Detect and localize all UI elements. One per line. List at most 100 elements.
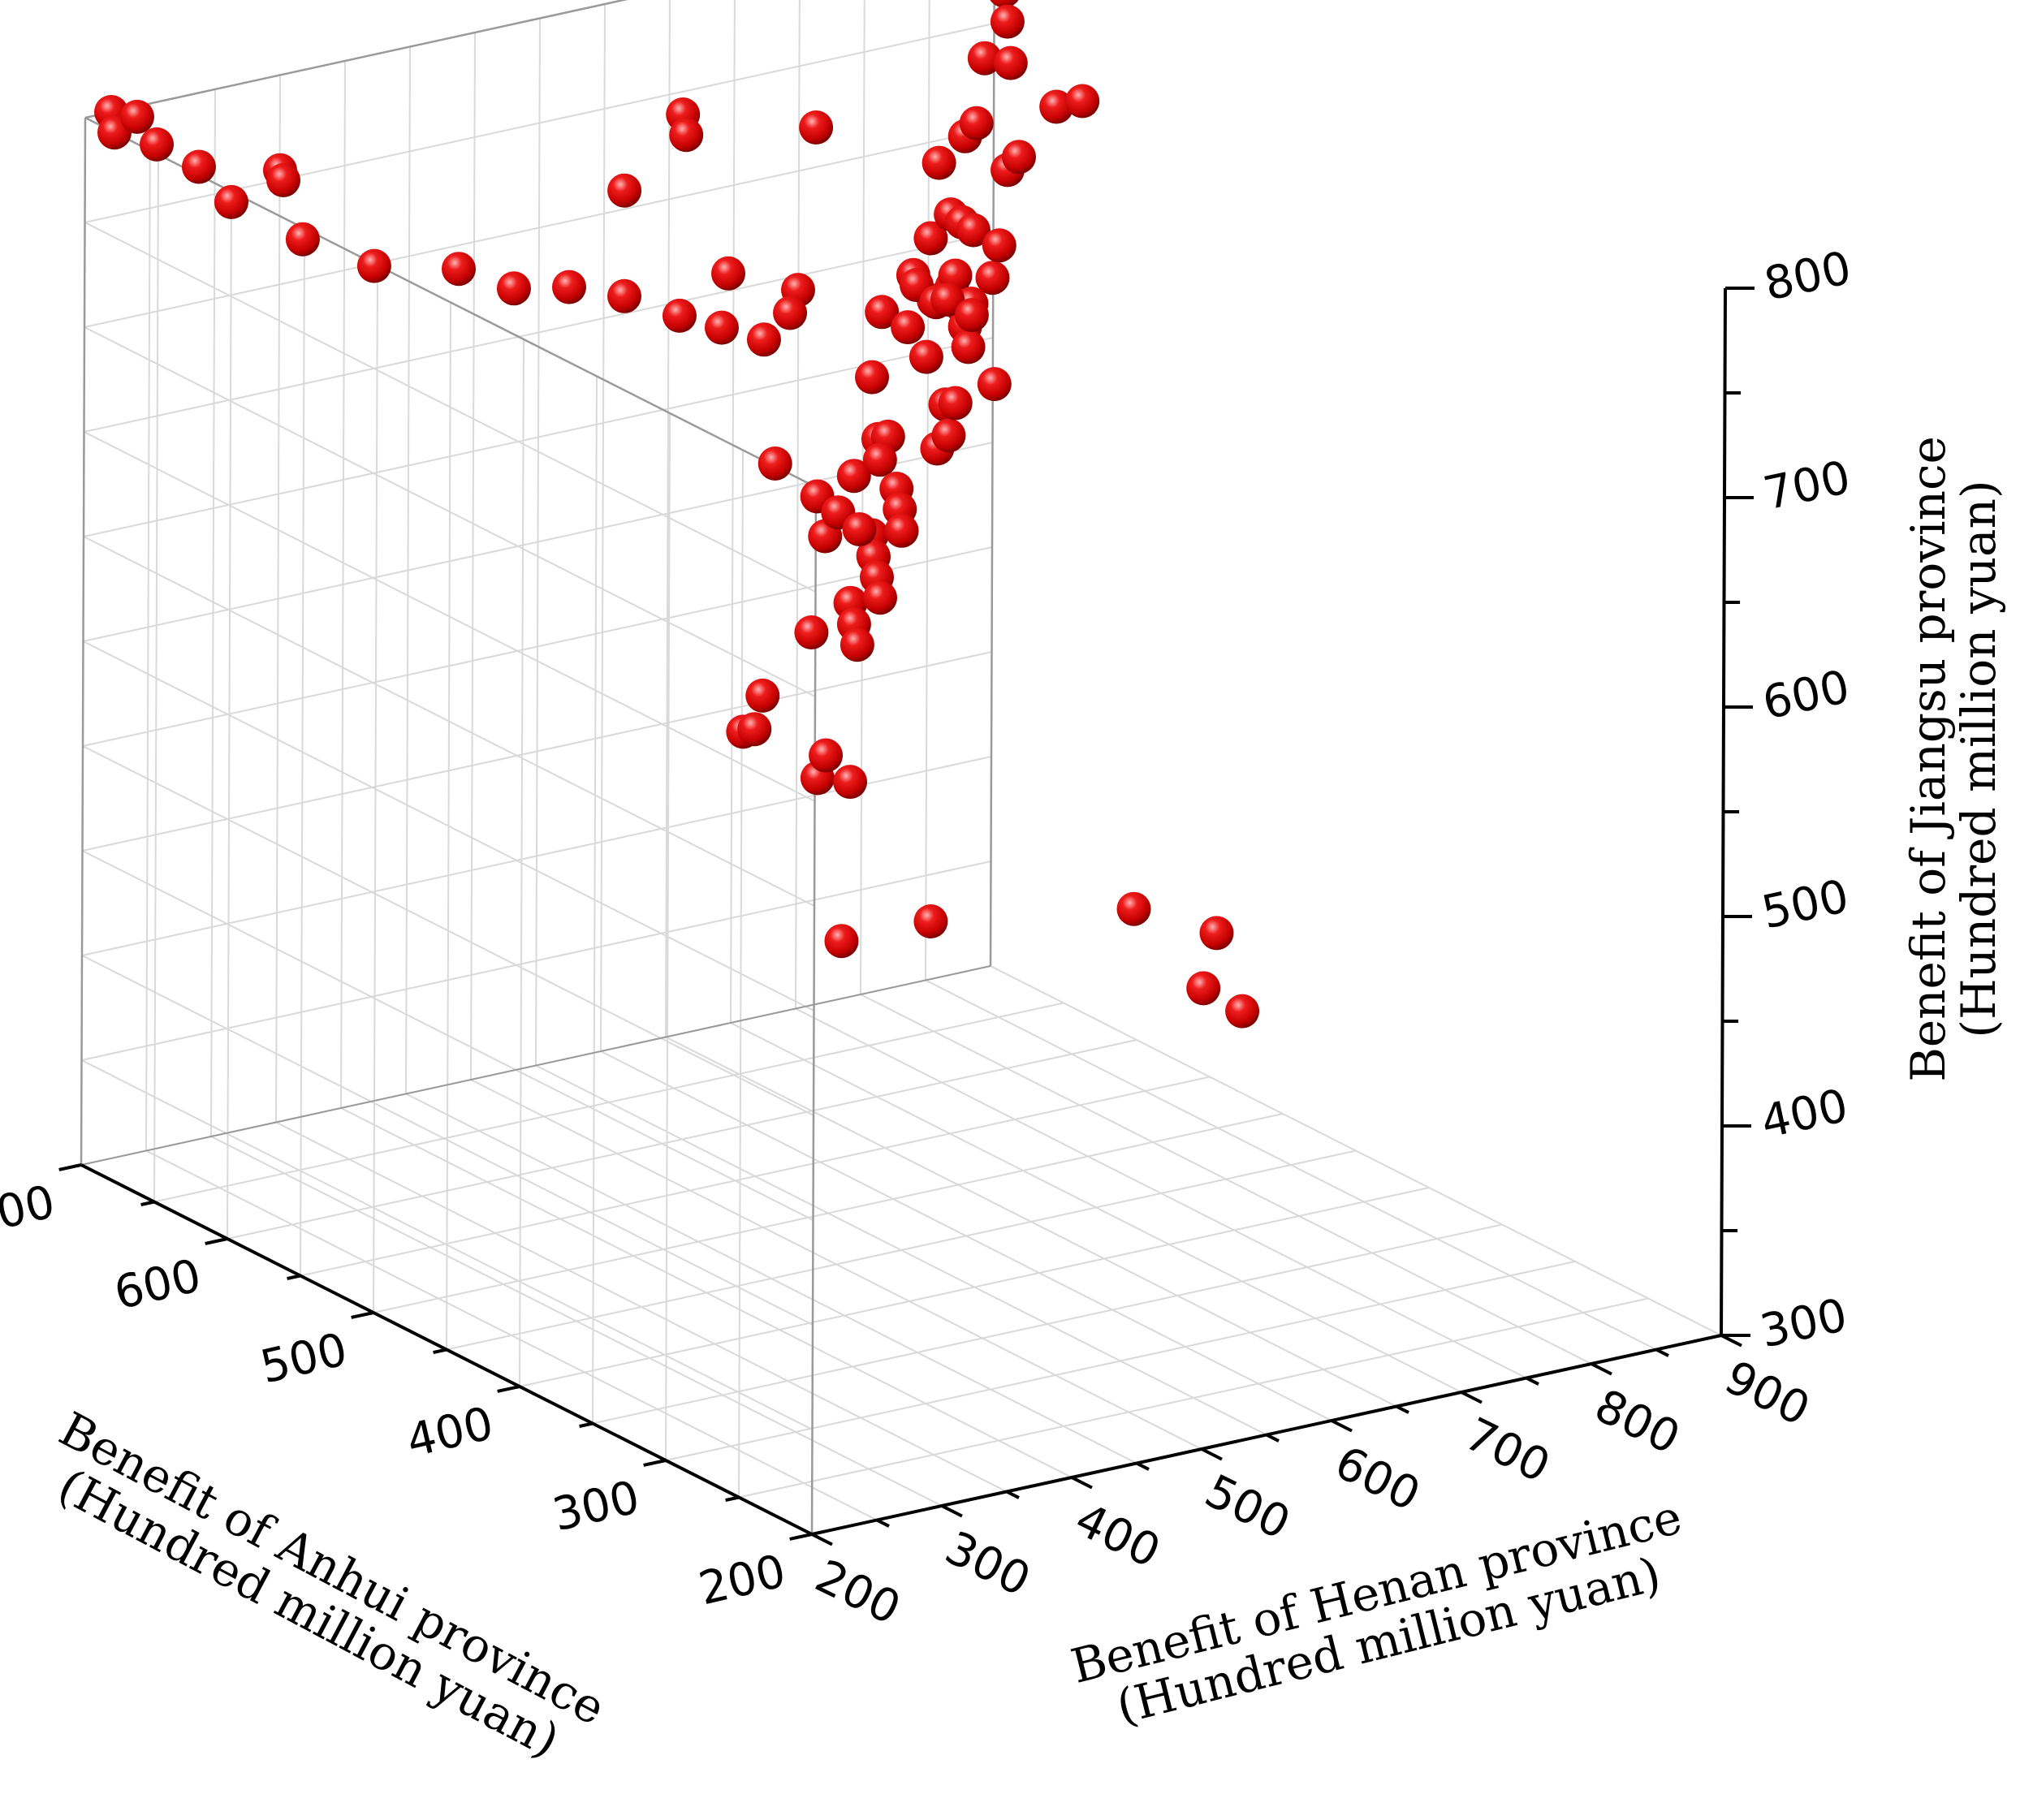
data-point xyxy=(119,99,154,134)
data-point xyxy=(990,4,1025,39)
anhui-tick-label: 200 xyxy=(694,1545,791,1615)
data-point xyxy=(930,282,965,317)
anhui-tick xyxy=(497,1385,520,1393)
data-point xyxy=(862,442,897,477)
data-point xyxy=(1225,994,1260,1029)
data-point xyxy=(863,580,897,615)
anhui-tick xyxy=(58,1163,82,1171)
data-point xyxy=(842,512,877,546)
data-point xyxy=(773,295,808,330)
data-point xyxy=(1039,89,1074,124)
data-point xyxy=(607,278,641,313)
henan-tick-label: 700 xyxy=(1457,1408,1558,1493)
data-point xyxy=(931,418,966,453)
henan-tick xyxy=(811,1533,833,1546)
wall-gridline xyxy=(795,0,801,1009)
wall-gridline xyxy=(84,222,816,593)
data-point xyxy=(824,924,859,959)
floor-gridline xyxy=(738,1297,1649,1499)
henan-tick-label: 900 xyxy=(1716,1351,1818,1436)
floor-gridline xyxy=(519,1187,1430,1387)
henan-tick xyxy=(1461,1391,1483,1404)
henan-tick-label: 400 xyxy=(1067,1493,1168,1578)
data-point xyxy=(967,41,1002,75)
wall-gridline xyxy=(84,232,994,433)
wall-gridline xyxy=(84,326,816,697)
data-point xyxy=(266,163,300,197)
henan-tick xyxy=(1591,1362,1612,1376)
data-point xyxy=(954,298,989,333)
grid-layer xyxy=(80,0,1722,1535)
data-point xyxy=(607,173,642,208)
henan-tick-label: 500 xyxy=(1197,1464,1298,1550)
data-point xyxy=(922,145,956,180)
data-point xyxy=(758,446,792,481)
data-point xyxy=(982,228,1016,263)
data-point xyxy=(836,459,871,494)
frame-edge xyxy=(80,117,87,1166)
wall-gridline xyxy=(84,127,995,328)
henan-tick xyxy=(1720,1334,1742,1348)
frame-edge xyxy=(810,486,818,1535)
wall-gridline xyxy=(83,640,814,1011)
henan-tick xyxy=(1006,1490,1020,1499)
anhui-axis-title: Benefit of Anhui province(Hundred millio… xyxy=(27,1401,614,1780)
data-point xyxy=(704,310,739,345)
jiangsu-axis-title-line: Benefit of Jiangsu province xyxy=(1901,436,1956,1082)
data-point xyxy=(1199,916,1234,951)
data-point xyxy=(909,339,943,374)
data-point xyxy=(1002,140,1036,175)
axes-layer xyxy=(58,287,1755,1546)
data-point xyxy=(977,367,1012,402)
henan-tick xyxy=(1136,1461,1150,1471)
data-point xyxy=(809,738,844,773)
anhui-tick xyxy=(140,1200,155,1207)
henan-tick-label: 200 xyxy=(807,1550,909,1635)
anhui-tick-label: 300 xyxy=(548,1471,645,1542)
henan-tick xyxy=(1331,1419,1353,1433)
wall-gridline xyxy=(84,431,815,802)
henan-tick xyxy=(1266,1433,1280,1443)
data-point xyxy=(711,256,745,291)
data-point xyxy=(840,628,874,662)
data-point xyxy=(865,295,900,330)
henan-tick xyxy=(1655,1348,1669,1357)
data-point xyxy=(913,904,948,938)
wall-gridline xyxy=(82,651,992,852)
data-point xyxy=(956,213,991,248)
jiangsu-tick-label: 400 xyxy=(1757,1080,1853,1149)
wall-gridline xyxy=(83,337,994,537)
data-point xyxy=(891,310,926,345)
anhui-tick xyxy=(579,1421,593,1429)
anhui-tick xyxy=(205,1237,228,1245)
data-point xyxy=(1065,84,1100,119)
data-point xyxy=(1116,891,1151,926)
wall-gridline xyxy=(83,536,815,907)
points-layer xyxy=(94,0,1260,1029)
data-point xyxy=(746,322,781,357)
data-point xyxy=(913,221,948,256)
floor-gridline xyxy=(665,1261,1576,1461)
jiangsu-tick-label: 300 xyxy=(1756,1289,1852,1359)
data-point xyxy=(140,127,174,162)
henan-tick-label: 600 xyxy=(1327,1436,1428,1521)
floor-gridline xyxy=(446,1149,1357,1351)
frame-edge xyxy=(84,0,628,119)
data-point xyxy=(794,615,829,649)
henan-tick xyxy=(941,1504,963,1518)
henan-tick xyxy=(1526,1376,1539,1386)
jiangsu-tick-label: 800 xyxy=(1760,242,1856,312)
jiangsu-tick-label: 700 xyxy=(1759,451,1855,521)
henan-tick xyxy=(876,1518,890,1528)
data-point xyxy=(1186,971,1221,1006)
data-point xyxy=(496,271,531,306)
wall-gridline xyxy=(860,0,865,995)
jiangsu-axis-title-line: (Hundred million yuan) xyxy=(1951,480,2006,1037)
henan-tick xyxy=(1071,1476,1093,1490)
data-point xyxy=(799,110,834,144)
jiangsu-tick-label: 600 xyxy=(1759,661,1854,731)
data-point xyxy=(855,360,889,395)
data-point xyxy=(884,513,919,548)
anhui-tick xyxy=(351,1311,374,1319)
